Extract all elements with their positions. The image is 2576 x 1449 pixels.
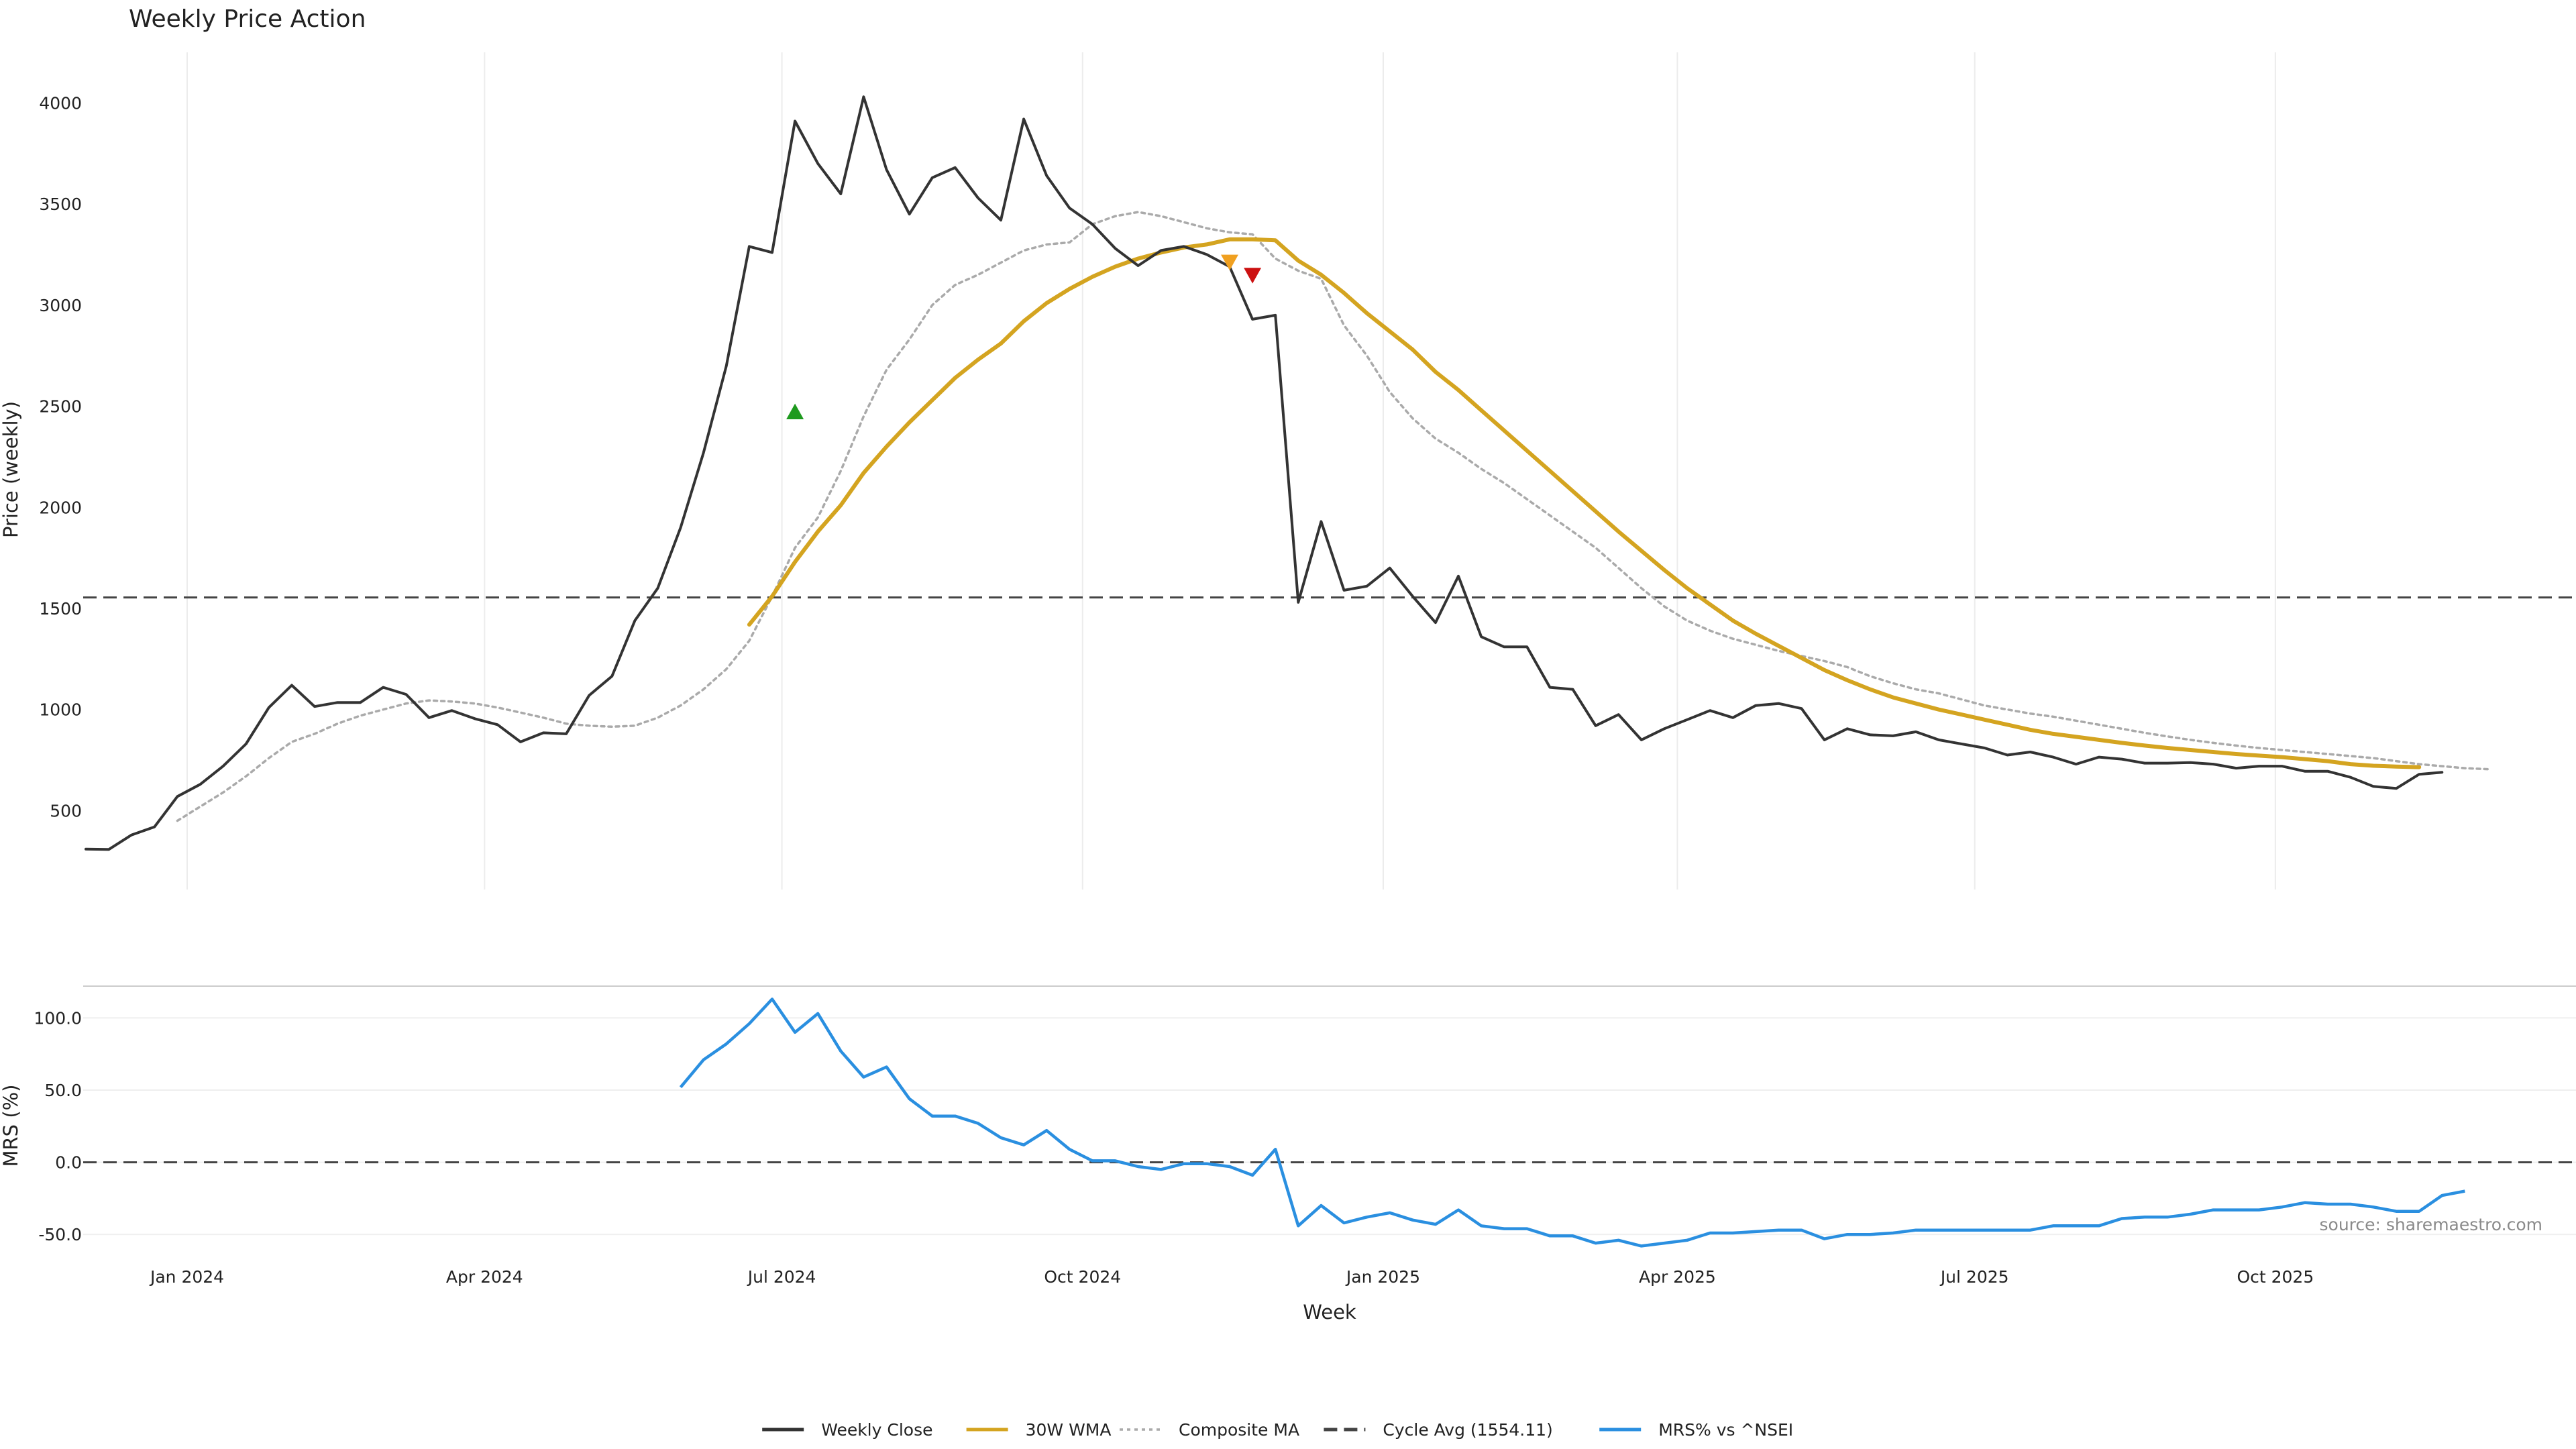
legend-item: Weekly Close — [762, 1420, 932, 1440]
mrs-gridlines — [83, 1017, 2576, 1236]
price-y-ticks: 500 1000 1500 2000 2500 3000 3500 4000 — [39, 93, 82, 820]
x-tick-label: Oct 2024 — [1044, 1267, 1121, 1287]
x-tick-label: Jul 2025 — [1939, 1267, 2009, 1287]
price-series — [85, 95, 2489, 851]
legend-label: 30W WMA — [1026, 1420, 1112, 1440]
mrs-y-tick-label: -50.0 — [38, 1225, 82, 1244]
legend-item: Composite MA — [1120, 1420, 1299, 1440]
price-y-tick-label: 2000 — [39, 498, 82, 517]
legend-label: Weekly Close — [821, 1420, 932, 1440]
price-gridlines — [186, 52, 2276, 890]
mrs-y-axis-label: MRS (%) — [0, 1085, 22, 1167]
mrs-series — [679, 998, 2465, 1248]
mrs-y-tick-label: 50.0 — [44, 1081, 82, 1100]
x-tick-label: Apr 2024 — [446, 1267, 523, 1287]
x-tick-label: Jan 2025 — [1345, 1267, 1420, 1287]
legend-label: Cycle Avg (1554.11) — [1383, 1420, 1552, 1440]
legend-item: Cycle Avg (1554.11) — [1324, 1420, 1553, 1440]
source-note: source: sharemaestro.com — [2320, 1215, 2543, 1234]
mrs-y-tick-label: 0.0 — [55, 1153, 82, 1173]
price-y-tick-label: 1500 — [39, 599, 82, 619]
x-axis-label: Week — [1303, 1301, 1356, 1324]
price-y-tick-label: 3000 — [39, 296, 82, 315]
price-panel: 500 1000 1500 2000 2500 3000 3500 4000 Price (w… — [0, 52, 2576, 890]
legend-item: 30W WMA — [966, 1420, 1112, 1440]
price-y-axis-label: Price (weekly) — [0, 401, 22, 538]
price-y-tick-label: 500 — [50, 801, 82, 820]
x-tick-label: Jul 2024 — [747, 1267, 816, 1287]
x-tick-label: Oct 2025 — [2237, 1267, 2314, 1287]
30w-wma-line — [747, 237, 2422, 769]
composite-ma-line — [176, 211, 2489, 822]
x-tick-label: Apr 2025 — [1639, 1267, 1716, 1287]
legend-item: MRS% vs ^NSEI — [1599, 1420, 1793, 1440]
legend-label: MRS% vs ^NSEI — [1658, 1420, 1793, 1440]
x-tick-label: Jan 2024 — [149, 1267, 224, 1287]
sell-signal-marker — [1221, 254, 1238, 270]
legend: Weekly Close 30W WMA Composite MA Cycle Avg… — [762, 1420, 1793, 1440]
x-axis-ticks: Jan 2024 Apr 2024 Jul 2024 Oct 2024 Jan 2025… — [149, 1267, 2314, 1287]
mrs-panel: -50.0 0.0 50.0 100.0 MRS (%) source: sharem… — [0, 985, 2576, 1248]
price-y-tick-label: 1000 — [39, 700, 82, 720]
weekly-close-line — [85, 95, 2444, 851]
mrs-line — [679, 998, 2465, 1248]
mrs-y-ticks: -50.0 0.0 50.0 100.0 — [34, 1008, 82, 1244]
signal-markers — [786, 254, 1262, 419]
chart-title: Weekly Price Action — [129, 5, 366, 33]
sell-signal-marker — [1244, 268, 1262, 284]
legend-label: Composite MA — [1179, 1420, 1299, 1440]
price-y-tick-label: 3500 — [39, 195, 82, 214]
price-y-tick-label: 2500 — [39, 397, 82, 417]
mrs-y-tick-label: 100.0 — [34, 1008, 82, 1028]
buy-signal-marker — [786, 403, 804, 419]
price-y-tick-label: 4000 — [39, 93, 82, 113]
